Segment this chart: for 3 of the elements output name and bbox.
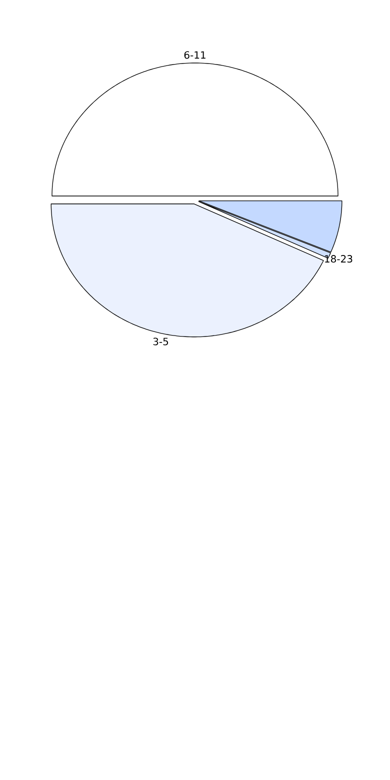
- slice-label: 6-11: [184, 51, 206, 59]
- slice-label: 3-5: [153, 338, 168, 346]
- slice-label: 18-23: [325, 255, 352, 263]
